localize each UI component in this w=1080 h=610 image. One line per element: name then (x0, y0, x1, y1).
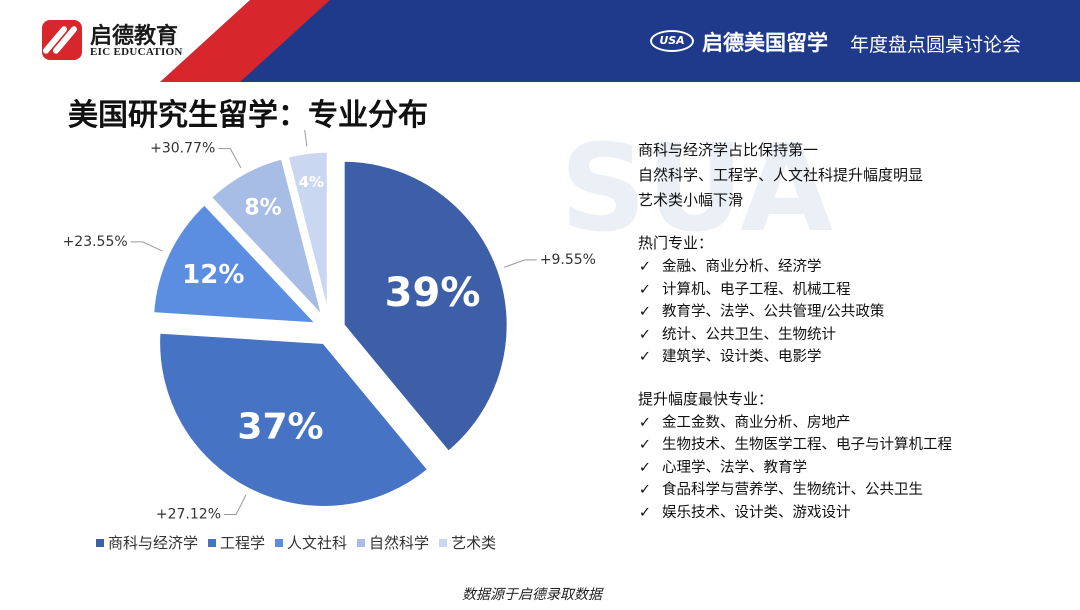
pie-slice (341, 158, 510, 455)
check-icon: ✓ (638, 326, 652, 343)
check-icon: ✓ (638, 482, 652, 498)
slice-value-label: 39% (385, 270, 481, 316)
fastest-growth-heading: 提升幅度最快专业： (638, 389, 774, 408)
check-icon: ✓ (638, 459, 652, 476)
check-icon: ✓ (638, 281, 652, 298)
leader-line (224, 494, 247, 515)
fast-major-item: ✓ 娱乐技术、设计类、游戏设计 (638, 502, 952, 525)
hot-major-item: ✓ 金融、商业分析、经济学 (638, 256, 952, 279)
legend-item: 自然科学 (357, 532, 429, 553)
leader-line (130, 241, 163, 252)
summary-line-3: 艺术类小幅下滑 (638, 191, 744, 209)
hot-major-item: ✓ 计算机、电子工程、机械工程 (638, 279, 952, 302)
hot-major-item: ✓ 建筑学、设计类、电影学 (638, 346, 952, 369)
slice-value-label: 8% (244, 196, 281, 221)
legend-label: 工程学 (220, 534, 266, 552)
hot-major-item: ✓ 统计、公共卫生、生物统计 (638, 324, 952, 347)
slice-value-label: 37% (237, 407, 323, 448)
slice-change-label: -3.41% (240, 130, 290, 133)
header-title: 启德美国留学 (702, 31, 828, 55)
chart-legend: 商科与经济学 工程学 人文社科 自然科学 艺术类 (96, 532, 496, 553)
pie-slice (208, 156, 325, 319)
check-icon: ✓ (638, 349, 652, 365)
slice-value-label: 4% (299, 173, 324, 191)
pie-slice (157, 330, 431, 509)
legend-swatch (357, 538, 366, 547)
check-icon: ✓ (638, 437, 652, 453)
slice-value-label: 12% (182, 260, 244, 290)
legend-label: 商科与经济学 (108, 534, 199, 552)
pie-chart: 39% +9.55% 37% +27.12% 12% +23.55% 8% +30.77% 4%… (0, 117, 600, 570)
fast-major-item: ✓ 食品科学与营养学、生物统计、公共卫生 (638, 479, 952, 502)
leader-line (218, 148, 242, 169)
pie-slice (151, 201, 322, 326)
leader-line (292, 124, 308, 147)
data-source-note: 数据源于启德录取数据 (462, 587, 602, 603)
logo-english-text: EIC EDUCATION (90, 46, 183, 58)
pie-slice (285, 149, 330, 317)
legend-label: 自然科学 (369, 534, 430, 552)
hot-major-item: ✓ 教育学、法学、公共管理/公共政策 (638, 301, 952, 324)
legend-swatch (96, 538, 104, 547)
pie-chart-svg: 39% +9.55% 37% +27.12% 12% +23.55% 8% +30.77% 4%… (63, 117, 596, 523)
check-icon: ✓ (638, 504, 652, 521)
slice-change-label: +23.55% (63, 234, 128, 250)
check-icon: ✓ (638, 414, 652, 431)
leader-line (503, 259, 537, 268)
legend-swatch (208, 538, 217, 547)
legend-item: 商科与经济学 (96, 532, 198, 553)
slice-change-label: +30.77% (150, 141, 215, 157)
summary-line-1: 商科与经济学占比保持第一 (638, 141, 819, 159)
check-icon: ✓ (638, 304, 652, 320)
fast-major-item: ✓ 心理学、法学、教育学 (638, 457, 952, 480)
check-icon: ✓ (638, 259, 652, 275)
header-subtitle: 年度盘点圆桌讨论会 (850, 34, 1022, 56)
legend-item: 人文社科 (275, 532, 347, 553)
legend-item: 工程学 (208, 532, 265, 553)
logo-text: 启德教育 (90, 24, 179, 49)
page-title: 美国研究生留学：专业分布 (68, 98, 428, 133)
usa-badge: USA (650, 30, 694, 52)
legend-label: 艺术类 (451, 534, 497, 552)
hot-majors-heading: 热门专业： (638, 234, 714, 252)
slice-change-label: +9.55% (540, 252, 596, 268)
legend-label: 人文社科 (287, 534, 348, 552)
fast-major-item: ✓ 生物技术、生物医学工程、电子与计算机工程 (638, 434, 952, 457)
watermark-decoration: SUA (560, 120, 834, 259)
summary-line-2: 自然科学、工程学、人文社科提升幅度明显 (638, 166, 924, 184)
legend-swatch (439, 538, 448, 547)
logo-icon (41, 20, 82, 60)
legend-item: 艺术类 (439, 532, 496, 553)
insight-panel: 商科与经济学占比保持第一 自然科学、工程学、人文社科提升幅度明显 艺术类小幅下滑… (638, 138, 952, 524)
legend-swatch (275, 538, 284, 547)
header-bar: 启德教育 EIC EDUCATION USA 启德美国留学 年度盘点圆桌讨论会 (0, 0, 1080, 82)
slice-change-label: +27.12% (156, 506, 221, 522)
fast-major-item: ✓ 金工金数、商业分析、房地产 (638, 412, 952, 435)
